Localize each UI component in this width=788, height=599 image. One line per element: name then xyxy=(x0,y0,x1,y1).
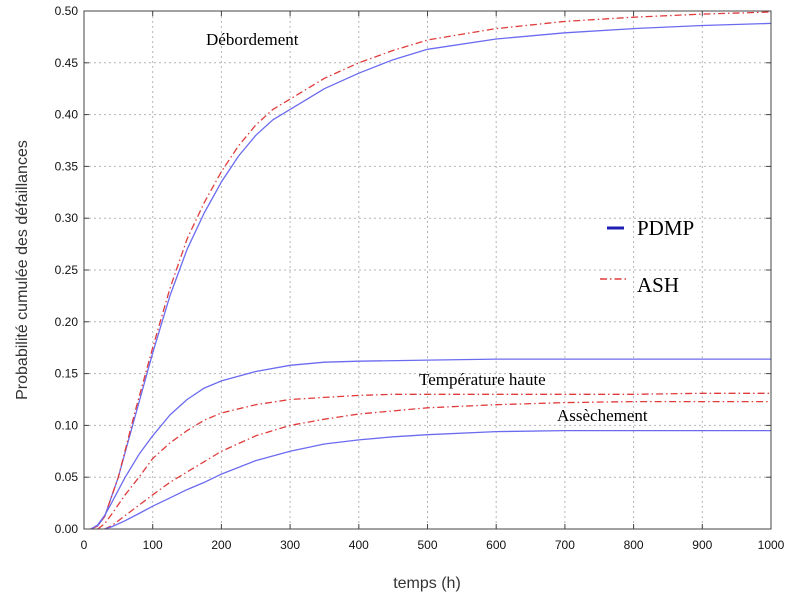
y-axis-ticks: 0.00 0.05 0.10 0.15 0.20 0.25 0.30 0.35 0.40 0.45… xyxy=(55,4,771,536)
series-line-assechement-ash xyxy=(104,400,771,530)
x-tick-label: 0 xyxy=(81,538,88,552)
y-tick-label: 0.05 xyxy=(55,470,79,484)
annotation-assechement: Assèchement xyxy=(557,406,648,425)
x-tick-label: 900 xyxy=(692,538,712,552)
x-tick-label: 100 xyxy=(143,538,163,552)
y-tick-label: 0.00 xyxy=(55,522,79,536)
legend-label-ash: ASH xyxy=(637,273,679,297)
y-tick-label: 0.15 xyxy=(55,367,79,381)
series-line-temperature-haute-ash xyxy=(97,392,771,530)
grid xyxy=(84,11,771,529)
y-axis-label: Probabilité cumulée des défaillances xyxy=(14,140,31,400)
x-tick-label: 600 xyxy=(486,538,506,552)
annotation-debordement: Débordement xyxy=(206,30,299,49)
y-tick-label: 0.50 xyxy=(55,4,79,18)
x-axis-label: temps (h) xyxy=(393,575,461,592)
annotation-temperature-haute: Température haute xyxy=(419,370,546,389)
series-line-debordement-pdmp xyxy=(90,22,772,530)
legend-label-pdmp: PDMP xyxy=(637,216,694,240)
x-tick-label: 200 xyxy=(211,538,231,552)
x-tick-label: 700 xyxy=(555,538,575,552)
y-tick-label: 0.35 xyxy=(55,159,79,173)
series-group xyxy=(90,11,772,530)
x-tick-label: 800 xyxy=(624,538,644,552)
x-tick-label: 300 xyxy=(280,538,300,552)
x-tick-label: 1000 xyxy=(758,538,785,552)
y-tick-label: 0.45 xyxy=(55,56,79,70)
y-tick-label: 0.30 xyxy=(55,211,79,225)
series-line-debordement-ash xyxy=(90,11,772,530)
x-tick-label: 400 xyxy=(349,538,369,552)
x-axis-ticks: 0 100 200 300 400 500 600 700 800 900 1000 xyxy=(81,11,785,552)
y-tick-label: 0.25 xyxy=(55,263,79,277)
series-line-temperature-haute-pdmp xyxy=(90,358,771,530)
series-line-assechement-pdmp xyxy=(104,429,771,530)
y-tick-label: 0.10 xyxy=(55,418,79,432)
y-tick-label: 0.40 xyxy=(55,108,79,122)
legend: PDMP ASH xyxy=(600,216,694,297)
x-tick-label: 500 xyxy=(417,538,437,552)
y-tick-label: 0.20 xyxy=(55,315,79,329)
